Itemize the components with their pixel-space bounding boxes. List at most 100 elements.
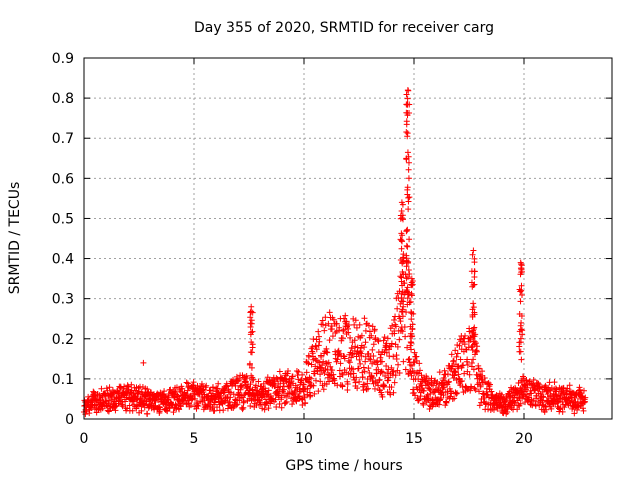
data-point [453,390,460,397]
data-point [285,367,292,374]
data-point [385,377,392,384]
data-point [261,406,268,413]
data-point [383,362,390,369]
data-point [99,394,106,401]
data-point [399,328,406,335]
data-point [315,342,322,349]
data-point [440,392,447,399]
data-point [195,402,202,409]
data-point [440,375,447,382]
data-point [399,215,406,222]
data-point [220,407,227,414]
data-point [390,353,397,360]
data-point [270,395,277,402]
data-point [408,275,415,282]
data-point [518,287,525,294]
data-point [262,388,269,395]
data-point [350,315,357,322]
data-point [408,310,415,317]
data-point [380,381,387,388]
data-point [559,408,566,415]
data-point [357,345,364,352]
data-point [247,349,254,356]
data-point [192,395,199,402]
data-point [325,359,332,366]
data-point [399,288,406,295]
data-point [378,368,385,375]
data-point [408,333,415,340]
data-point [363,386,370,393]
data-point [453,353,460,360]
data-point [392,372,399,379]
data-point [454,350,461,357]
data-point [411,349,418,356]
data-point [155,403,162,410]
data-point [344,387,351,394]
data-point [424,391,431,398]
y-tick-label: 0.3 [52,292,74,308]
data-point [470,329,477,336]
data-point [390,389,397,396]
data-point [404,186,411,193]
data-point [345,329,352,336]
data-point [350,366,357,373]
data-point [398,207,405,214]
data-point [519,291,526,298]
data-point [365,385,372,392]
data-point [170,409,177,416]
data-point [247,309,254,316]
data-point [472,340,479,347]
data-point [397,318,404,325]
data-point [305,360,312,367]
data-point [239,382,246,389]
data-point [315,333,322,340]
data-point [443,399,450,406]
data-point [353,374,360,381]
data-point [366,369,373,376]
data-point [303,359,310,366]
data-point [479,368,486,375]
data-point [551,379,558,386]
data-point [356,321,363,328]
data-point [404,133,411,140]
data-point [452,368,459,375]
data-point [295,368,302,375]
data-point [398,309,405,316]
data-point [426,385,433,392]
data-point [445,378,452,385]
data-point [530,377,537,384]
data-point [461,370,468,377]
data-point [248,364,255,371]
data-point [315,328,322,335]
data-point [340,326,347,333]
data-point [548,405,555,412]
data-point [469,306,476,313]
data-point [351,321,358,328]
data-point [559,398,566,405]
data-point [371,385,378,392]
data-point [352,317,359,324]
y-tick-label: 0.8 [52,91,74,107]
y-tick-label: 0.2 [52,332,74,348]
data-point [470,356,477,363]
data-point [408,290,415,297]
data-point [394,305,401,312]
data-point [326,378,333,385]
data-point [391,379,398,386]
data-point [557,405,564,412]
data-point [265,405,272,412]
data-point [179,385,186,392]
data-point [405,198,412,205]
data-point [404,101,411,108]
x-tick-label: 20 [515,431,533,447]
data-point [518,265,525,272]
data-point [580,407,587,414]
data-point [171,394,178,401]
data-point [340,353,347,360]
data-point [348,354,355,361]
data-point [375,338,382,345]
y-tick-label: 0.4 [52,252,74,268]
data-point [385,374,392,381]
data-point [404,295,411,302]
data-point [247,381,254,388]
